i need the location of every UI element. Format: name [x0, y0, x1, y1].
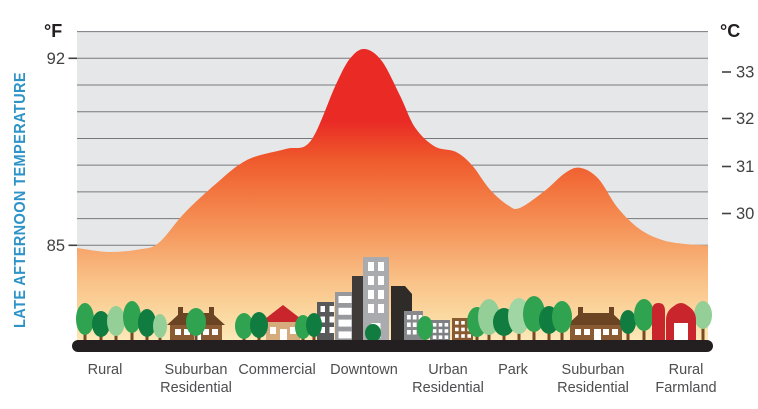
x-label-urban-line2: Residential	[412, 380, 484, 396]
tree-icon	[107, 306, 125, 341]
tree-icon	[365, 324, 381, 342]
tree-icon	[694, 301, 712, 341]
tree-icon	[138, 309, 156, 341]
skyscraper-icon	[317, 302, 334, 341]
left-tick-85: 85	[47, 237, 65, 255]
tree-icon	[306, 313, 322, 341]
tree-icon	[552, 301, 572, 341]
x-label-downtown: Downtown	[330, 362, 398, 378]
x-label-suburban-2-line2: Residential	[557, 380, 629, 396]
tree-icon	[153, 314, 167, 341]
tree-icon	[634, 299, 654, 341]
right-tick-32: 32	[736, 110, 754, 128]
ground-bar	[72, 340, 713, 352]
tree-icon	[186, 308, 206, 341]
y-axis-title: LATE AFTERNOON TEMPERATURE	[12, 72, 29, 328]
silo-icon	[652, 303, 665, 341]
right-tick-33: 33	[736, 64, 754, 82]
right-tick-30: 30	[736, 205, 754, 223]
suburban-house-icon	[567, 307, 625, 341]
commercial-building-icon	[261, 305, 305, 341]
apartment-building-icon	[430, 320, 450, 341]
tree-icon	[250, 312, 268, 341]
right-tick-31: 31	[736, 158, 754, 176]
x-label-urban-line1: Urban	[428, 362, 468, 378]
x-label-park: Park	[498, 362, 529, 378]
x-label-suburban-2-line1: Suburban	[562, 362, 625, 378]
skyscraper-icon	[335, 292, 355, 341]
x-label-commercial: Commercial	[238, 362, 315, 378]
x-label-suburban-1-line2: Residential	[160, 380, 232, 396]
tree-icon	[76, 303, 94, 341]
left-tick-92: 92	[47, 50, 65, 68]
x-label-suburban-1-line1: Suburban	[165, 362, 228, 378]
tree-icon	[92, 311, 110, 341]
x-label-rural: Rural	[88, 362, 123, 378]
skyline-scenery	[76, 257, 712, 342]
tree-icon	[417, 316, 433, 341]
x-label-farmland-line2: Farmland	[655, 380, 716, 396]
tree-icon	[235, 313, 253, 341]
right-unit-label: °C	[720, 21, 740, 41]
tree-icon	[123, 301, 141, 341]
temperature-curve	[77, 48, 708, 347]
tree-icon	[620, 310, 636, 341]
left-unit-label: °F	[44, 21, 62, 41]
x-label-farmland-line1: Rural	[669, 362, 704, 378]
barn-icon	[666, 303, 696, 341]
